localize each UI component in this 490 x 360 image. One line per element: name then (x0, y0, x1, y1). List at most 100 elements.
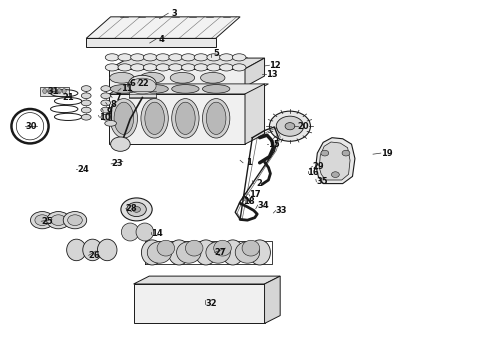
Polygon shape (319, 142, 350, 180)
Ellipse shape (127, 202, 147, 217)
Ellipse shape (98, 239, 117, 261)
Polygon shape (40, 87, 69, 96)
Text: 25: 25 (41, 217, 53, 226)
Ellipse shape (276, 116, 304, 136)
Text: 31: 31 (48, 86, 59, 95)
Ellipse shape (220, 64, 233, 71)
Ellipse shape (105, 54, 119, 61)
Ellipse shape (118, 54, 132, 61)
Ellipse shape (181, 64, 195, 71)
Text: 14: 14 (151, 229, 163, 238)
Ellipse shape (110, 72, 134, 83)
Ellipse shape (176, 242, 201, 263)
Text: 11: 11 (121, 84, 133, 93)
Ellipse shape (141, 85, 168, 93)
Text: 8: 8 (110, 100, 116, 109)
Ellipse shape (285, 123, 295, 130)
Ellipse shape (202, 99, 230, 138)
Text: 30: 30 (25, 122, 37, 131)
Ellipse shape (111, 137, 130, 151)
Polygon shape (134, 276, 280, 284)
Ellipse shape (81, 86, 91, 91)
Ellipse shape (194, 54, 208, 61)
Ellipse shape (114, 102, 134, 134)
Polygon shape (245, 58, 265, 87)
Ellipse shape (147, 242, 172, 263)
Ellipse shape (68, 215, 82, 226)
Ellipse shape (62, 89, 66, 94)
Ellipse shape (145, 102, 164, 134)
Text: 22: 22 (138, 79, 149, 88)
Text: 1: 1 (246, 158, 252, 167)
Ellipse shape (156, 54, 170, 61)
Polygon shape (265, 276, 280, 323)
Ellipse shape (141, 99, 168, 138)
Ellipse shape (133, 207, 141, 212)
Ellipse shape (101, 100, 111, 106)
Ellipse shape (136, 223, 154, 241)
Polygon shape (109, 69, 245, 87)
Ellipse shape (47, 212, 70, 229)
Text: 15: 15 (269, 140, 280, 149)
Ellipse shape (118, 64, 132, 71)
Ellipse shape (156, 64, 170, 71)
Ellipse shape (81, 107, 91, 113)
Ellipse shape (140, 72, 164, 83)
Text: 26: 26 (89, 251, 100, 260)
Ellipse shape (200, 72, 225, 83)
Ellipse shape (131, 54, 145, 61)
Ellipse shape (195, 240, 217, 265)
Text: 24: 24 (77, 165, 89, 174)
Text: 12: 12 (270, 61, 281, 70)
Ellipse shape (321, 150, 329, 156)
Ellipse shape (48, 89, 51, 94)
Ellipse shape (43, 89, 47, 94)
Ellipse shape (105, 64, 119, 71)
Text: 19: 19 (381, 149, 392, 158)
Ellipse shape (169, 64, 182, 71)
Ellipse shape (101, 93, 111, 99)
Ellipse shape (202, 85, 230, 93)
Ellipse shape (51, 215, 66, 226)
Ellipse shape (129, 75, 156, 91)
Ellipse shape (81, 93, 91, 99)
Text: 20: 20 (298, 122, 310, 131)
Ellipse shape (35, 215, 49, 226)
Ellipse shape (57, 89, 61, 94)
Text: 28: 28 (126, 204, 138, 213)
Ellipse shape (181, 54, 195, 61)
Ellipse shape (342, 150, 350, 156)
Ellipse shape (170, 72, 195, 83)
Ellipse shape (249, 240, 270, 265)
Ellipse shape (83, 239, 102, 261)
Ellipse shape (206, 102, 226, 134)
Text: 5: 5 (214, 49, 220, 58)
Ellipse shape (131, 64, 145, 71)
Ellipse shape (168, 240, 190, 265)
Ellipse shape (101, 86, 111, 91)
Ellipse shape (110, 99, 138, 138)
Ellipse shape (220, 54, 233, 61)
Ellipse shape (232, 54, 246, 61)
Ellipse shape (185, 240, 203, 256)
Polygon shape (129, 86, 156, 98)
Text: 7: 7 (115, 93, 121, 102)
Ellipse shape (105, 121, 117, 126)
Ellipse shape (207, 64, 220, 71)
Ellipse shape (81, 114, 91, 120)
Ellipse shape (172, 99, 199, 138)
Ellipse shape (242, 240, 260, 256)
Polygon shape (109, 58, 265, 69)
Ellipse shape (169, 54, 182, 61)
Ellipse shape (67, 239, 86, 261)
Ellipse shape (63, 212, 87, 229)
Ellipse shape (30, 212, 54, 229)
Text: 4: 4 (159, 35, 165, 44)
Ellipse shape (121, 198, 152, 221)
Ellipse shape (101, 114, 111, 120)
Text: 3: 3 (172, 9, 177, 18)
Polygon shape (86, 39, 216, 47)
Text: 27: 27 (215, 248, 226, 257)
Ellipse shape (122, 223, 139, 241)
Ellipse shape (52, 89, 56, 94)
